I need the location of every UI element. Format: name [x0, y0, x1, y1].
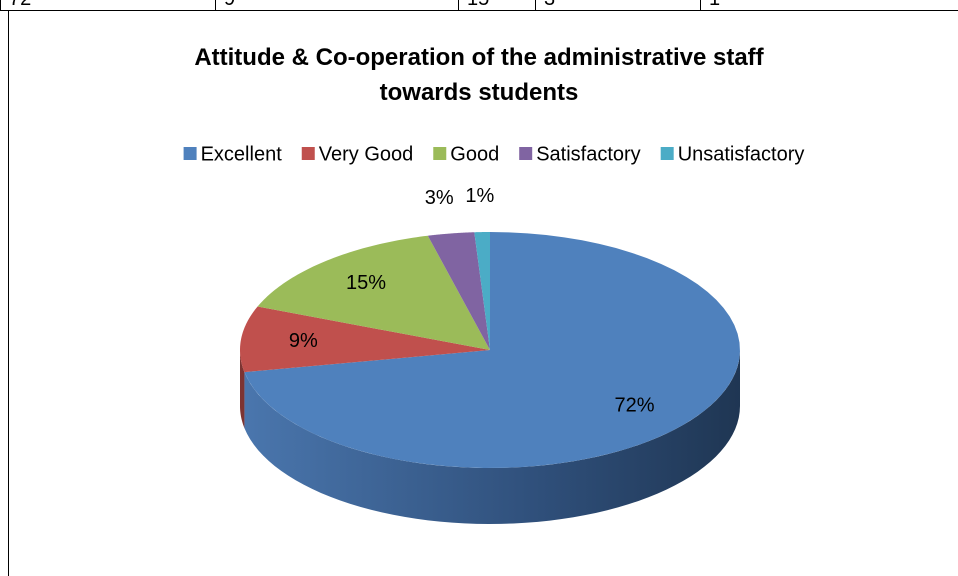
slice — [244, 232, 740, 468]
slice — [257, 235, 490, 350]
table-row: 7291531 — [0, 0, 958, 11]
data-label: 72% — [614, 395, 654, 417]
legend-label: Satisfactory — [536, 143, 640, 165]
legend-label: Excellent — [201, 143, 283, 165]
legend-swatch — [433, 147, 447, 160]
legend-swatch — [519, 147, 533, 160]
table-cell: 15 — [458, 0, 535, 10]
data-label: 15% — [346, 272, 386, 294]
legend-item: Unsatisfactory — [660, 143, 805, 165]
legend-item: Very Good — [301, 143, 414, 165]
legend-item: Excellent — [183, 143, 283, 165]
legend-swatch — [183, 147, 197, 160]
data-label: 9% — [289, 330, 318, 352]
data-label: 3% — [425, 187, 454, 209]
legend-swatch — [301, 147, 315, 160]
chart-title: Attitude & Co-operation of the administr… — [194, 44, 764, 106]
table-cell: 72 — [0, 0, 215, 10]
slice-side — [240, 350, 245, 429]
data-label: 1% — [465, 185, 494, 207]
legend-label: Unsatisfactory — [678, 143, 805, 165]
table-cell: 9 — [215, 0, 458, 10]
legend-item: Satisfactory — [519, 143, 641, 165]
slice-side — [244, 350, 740, 524]
slice — [240, 306, 490, 373]
legend: Excellent Very Good Good Satisfactory Unsati… — [183, 143, 805, 165]
slice — [474, 232, 490, 350]
legend-item: Good — [433, 143, 499, 165]
table-cell: 3 — [535, 0, 700, 10]
slice — [427, 232, 490, 350]
legend-label: Good — [450, 143, 499, 165]
legend-label: Very Good — [319, 143, 414, 165]
table-cell: 1 — [700, 0, 958, 10]
legend-swatch — [660, 147, 674, 160]
